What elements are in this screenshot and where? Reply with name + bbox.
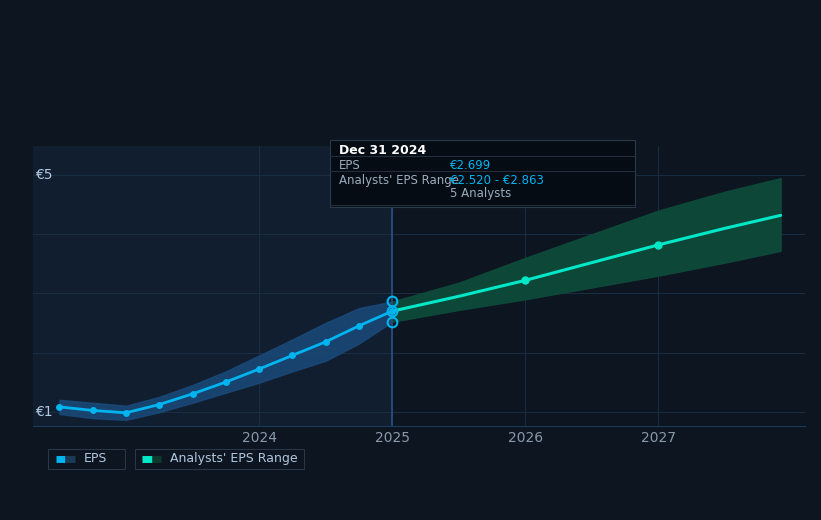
- Bar: [33, 146, 392, 426]
- Text: Actual: Actual: [346, 186, 385, 199]
- Text: 5 Analysts: 5 Analysts: [450, 187, 511, 200]
- Text: €2.520 - €2.863: €2.520 - €2.863: [450, 174, 544, 187]
- Text: €1: €1: [35, 405, 53, 419]
- Text: Analysts' EPS Range: Analysts' EPS Range: [170, 452, 298, 465]
- FancyBboxPatch shape: [330, 140, 635, 207]
- Text: Analysts' EPS Range: Analysts' EPS Range: [339, 174, 459, 187]
- Text: EPS: EPS: [84, 452, 108, 465]
- Text: Dec 31 2024: Dec 31 2024: [339, 145, 426, 158]
- FancyBboxPatch shape: [135, 449, 305, 469]
- FancyBboxPatch shape: [48, 449, 126, 469]
- Text: EPS: EPS: [339, 159, 361, 172]
- Text: €5: €5: [35, 168, 53, 182]
- Text: Analysts Forecasts: Analysts Forecasts: [399, 186, 515, 199]
- Text: €2.699: €2.699: [450, 159, 491, 172]
